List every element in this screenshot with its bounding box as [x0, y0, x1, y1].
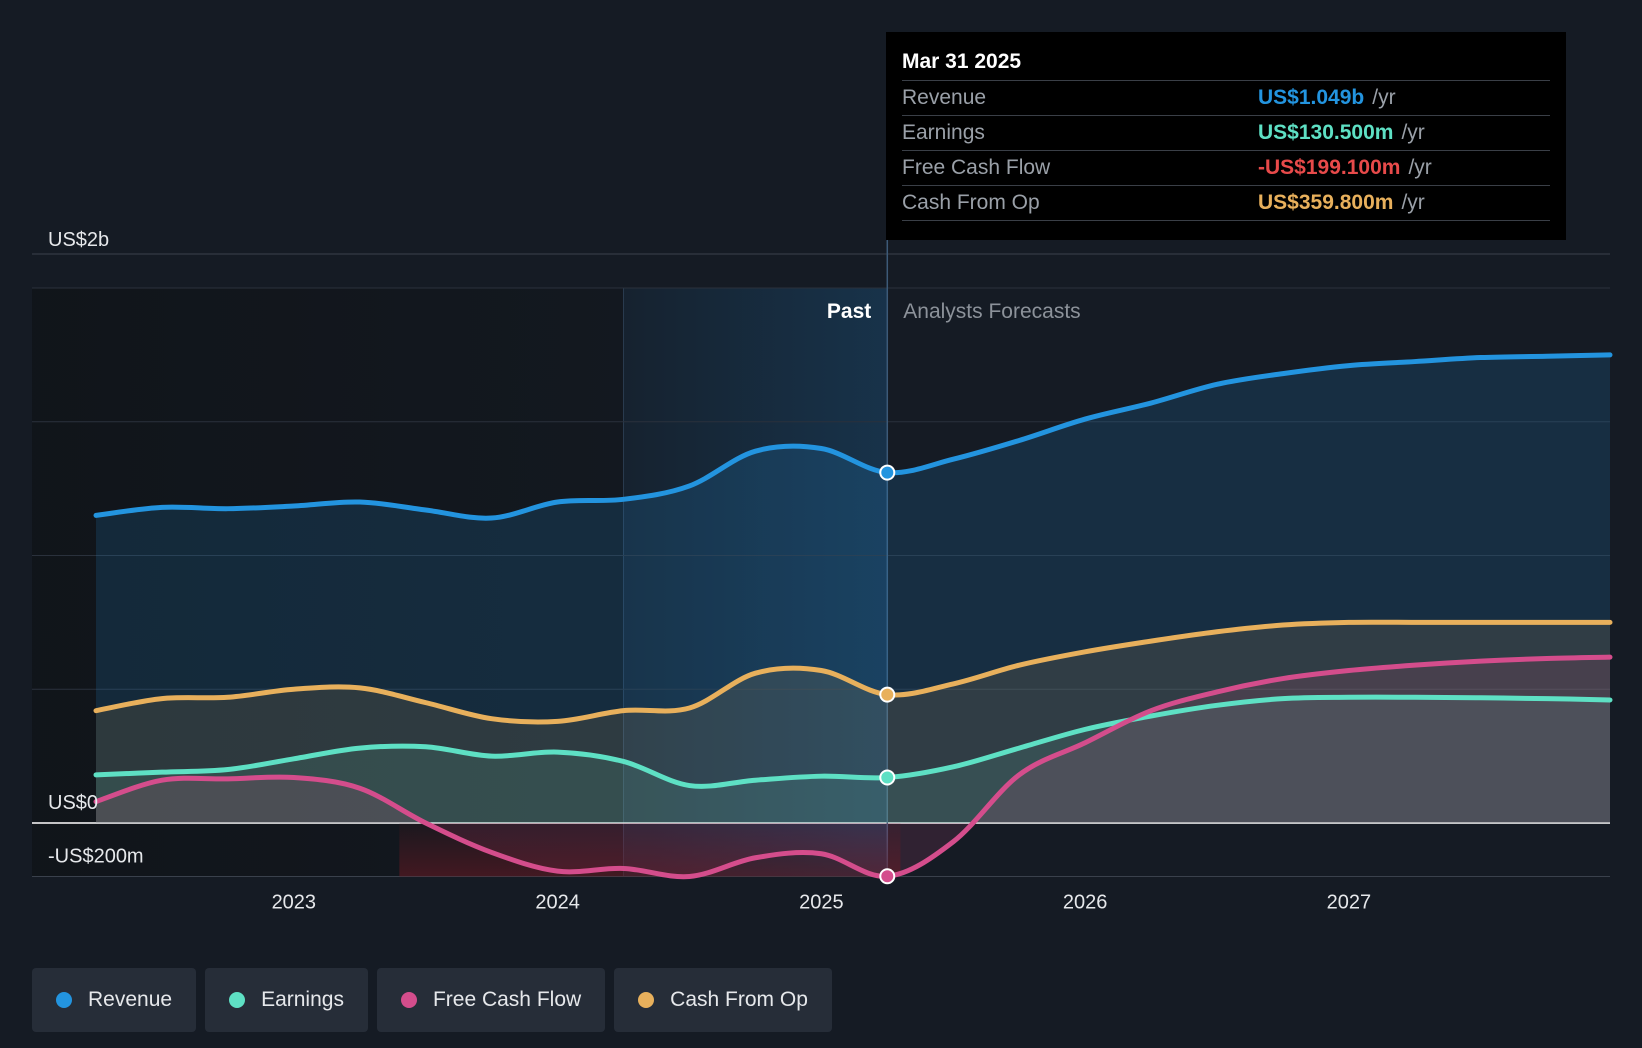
marker-revenue — [879, 464, 896, 481]
marker-free-cash-flow — [879, 868, 896, 885]
forecast-label: Analysts Forecasts — [903, 300, 1080, 323]
legend-label: Earnings — [261, 988, 344, 1011]
legend-item-revenue[interactable]: Revenue — [32, 968, 197, 1032]
tooltip-label: Revenue — [902, 86, 987, 109]
past-label: Past — [827, 300, 871, 323]
legend-dot-icon — [56, 992, 72, 1008]
tooltip-unit: /yr — [1408, 156, 1432, 179]
line-earnings — [93, 694, 1613, 789]
tooltip-value: US$130.500m — [1258, 121, 1394, 144]
tooltip-value: US$1.049b — [1258, 86, 1365, 109]
legend: Revenue Earnings Free Cash Flow Cash Fro… — [32, 968, 832, 1032]
y-tick-label: US$0 — [48, 792, 98, 814]
tooltip-unit: /yr — [1401, 121, 1425, 144]
negative-shade — [399, 823, 901, 877]
tooltip-label: Free Cash Flow — [902, 156, 1051, 179]
tooltip-value: US$359.800m — [1258, 191, 1394, 214]
tooltip-row-free-cash-flow: Free Cash Flow -US$199.100m /yr — [902, 150, 1550, 185]
marker-earnings — [879, 769, 896, 786]
area-cash-from-op — [96, 622, 1610, 823]
tooltip-value: -US$199.100m — [1258, 156, 1401, 179]
legend-label: Cash From Op — [670, 988, 808, 1011]
legend-label: Free Cash Flow — [432, 988, 582, 1011]
tooltip-row-earnings: Earnings US$130.500m /yr — [902, 115, 1550, 150]
tooltip-date: Mar 31 2025 — [902, 50, 1022, 73]
x-tick-label: 2027 — [1327, 892, 1372, 914]
line-free-cash-flow — [93, 654, 1613, 880]
legend-item-earnings[interactable]: Earnings — [205, 968, 368, 1032]
line-revenue — [93, 352, 1613, 521]
x-tick-label: 2023 — [272, 892, 317, 914]
tooltip-unit: /yr — [1401, 191, 1425, 214]
legend-item-cash-from-op[interactable]: Cash From Op — [614, 968, 832, 1032]
tooltip-unit: /yr — [1372, 86, 1396, 109]
x-tick-label: 2026 — [1063, 892, 1108, 914]
legend-item-free-cash-flow[interactable]: Free Cash Flow — [376, 968, 606, 1032]
area-free-cash-flow — [96, 657, 1610, 877]
x-tick-label: 2024 — [535, 892, 580, 914]
legend-dot-icon — [638, 992, 655, 1008]
tooltip-panel: Mar 31 2025 Revenue US$1.049b /yr Earnin… — [886, 32, 1566, 240]
tooltip-label: Earnings — [902, 121, 985, 144]
marker-cash-from-op — [879, 686, 896, 703]
tooltip-row-revenue: Revenue US$1.049b /yr — [902, 80, 1550, 115]
tooltip-row-cash-from-op: Cash From Op US$359.800m /yr — [902, 185, 1550, 221]
legend-label: Revenue — [88, 988, 173, 1011]
legend-dot-icon — [229, 992, 246, 1008]
legend-dot-icon — [400, 992, 417, 1008]
x-tick-label: 2025 — [799, 892, 844, 914]
chart-svg: US$2b US$0 -US$200m 2023 2024 2025 2026 2027 Pas… — [32, 229, 1613, 914]
y-tick-label: -US$200m — [48, 846, 144, 868]
y-tick-label: US$2b — [48, 229, 109, 251]
line-cash-from-op — [93, 619, 1613, 725]
area-earnings — [96, 697, 1610, 823]
tooltip-label: Cash From Op — [902, 191, 1040, 214]
